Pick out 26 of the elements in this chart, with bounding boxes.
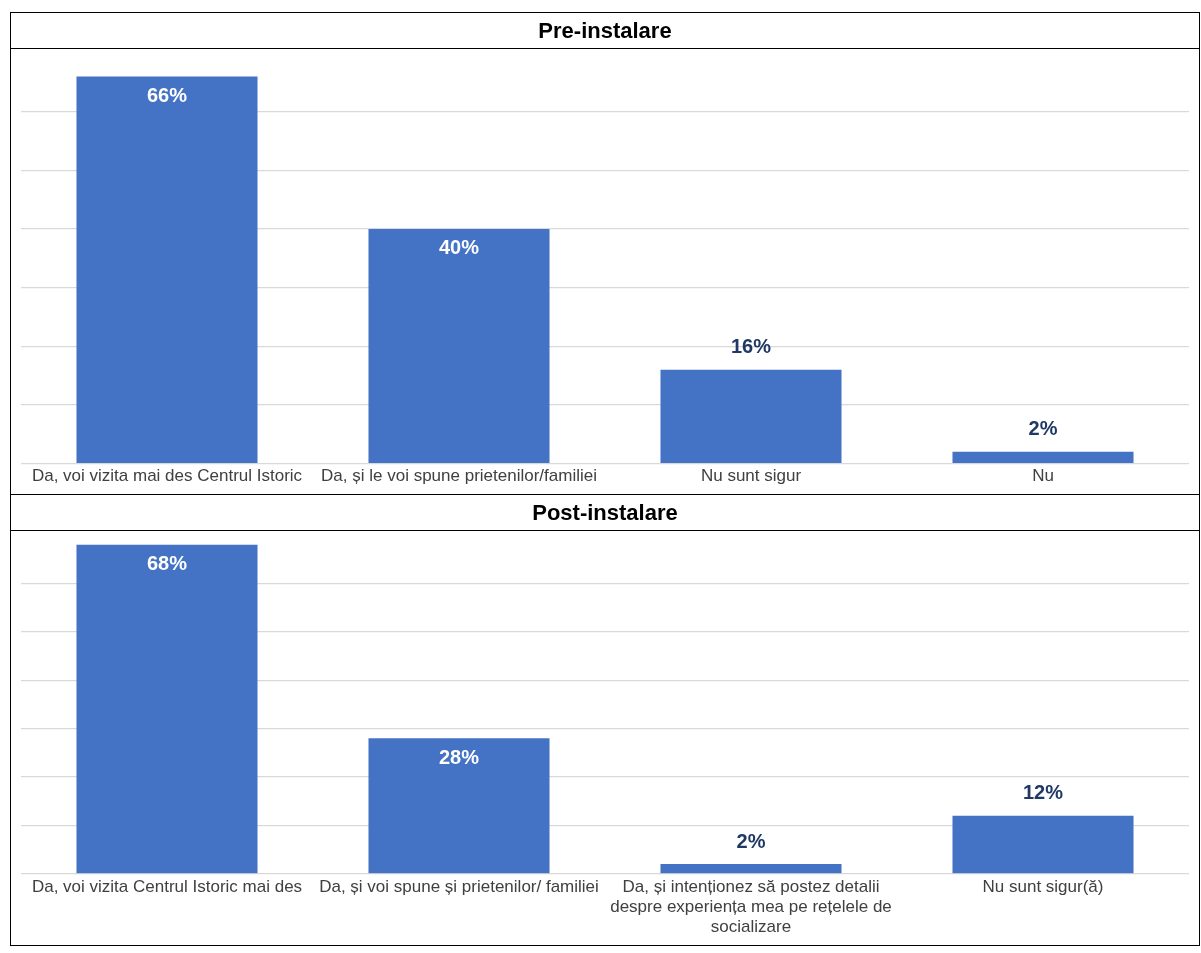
data-label: 12% xyxy=(1022,781,1064,804)
data-label: 2% xyxy=(736,829,766,852)
bar xyxy=(952,451,1134,463)
bar xyxy=(660,864,842,874)
data-label: 16% xyxy=(730,335,772,358)
data-label: 66% xyxy=(146,83,188,106)
bar xyxy=(660,369,842,463)
data-label: 28% xyxy=(438,745,480,768)
data-label: 40% xyxy=(438,236,480,259)
x-tick-label: Nu sunt sigur(ă) xyxy=(982,876,1104,896)
bar xyxy=(76,544,258,874)
x-tick-label: Da, și voi spune și prietenilor/ familiei xyxy=(319,876,599,896)
bar xyxy=(952,815,1134,874)
chart-title: Post-instalare xyxy=(11,495,1199,531)
chart-title: Pre-instalare xyxy=(11,13,1199,49)
data-label: 68% xyxy=(146,552,188,575)
bar xyxy=(368,738,550,874)
x-tick-label: Da, voi vizita mai des Centrul Istoric xyxy=(31,466,303,486)
data-label: 2% xyxy=(1028,417,1058,440)
x-tick-label: Da, și intenționez să postez detalii despre experiența mea pe rețelele de socializare xyxy=(610,876,892,937)
x-tick-label: Nu xyxy=(1032,466,1054,486)
x-tick-label: Da, și le voi spune prietenilor/familiei xyxy=(321,466,597,486)
bar xyxy=(76,76,258,463)
x-tick-label: Nu sunt sigur xyxy=(700,466,802,486)
bar xyxy=(368,228,550,463)
x-tick-label: Da, voi vizita Centrul Istoric mai des xyxy=(31,876,303,896)
